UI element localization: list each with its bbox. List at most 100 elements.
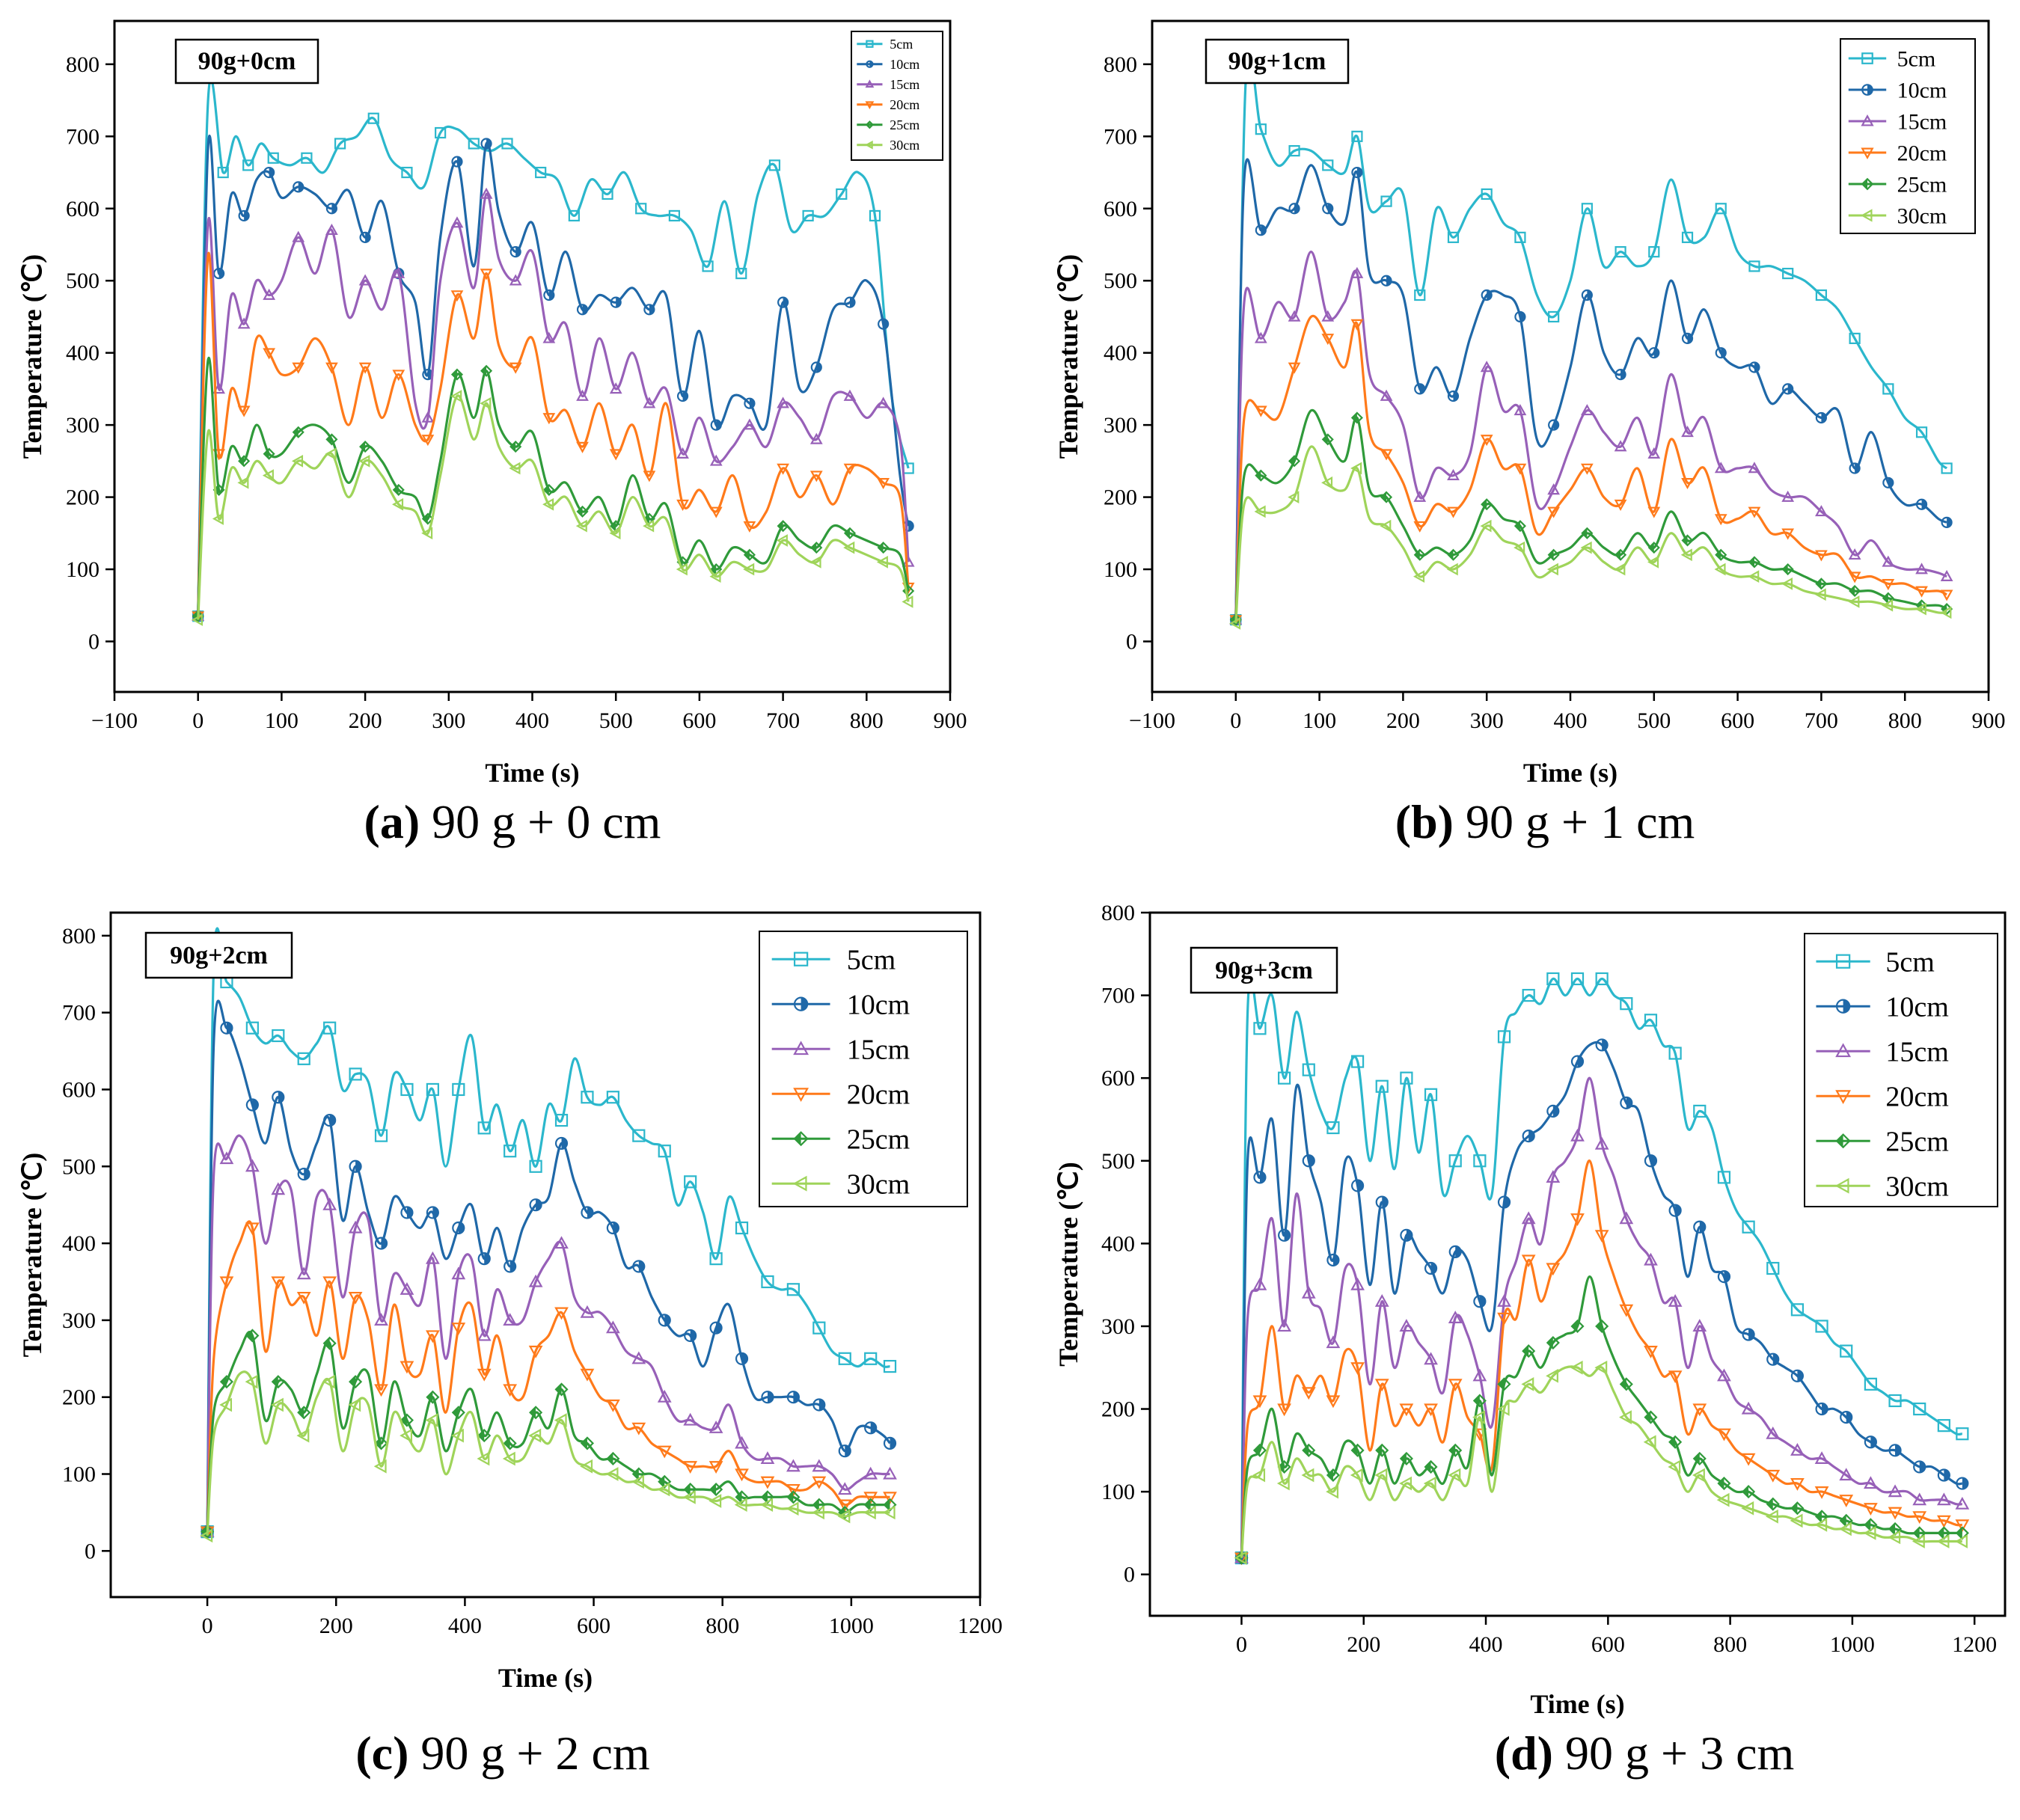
- data-point-10cm-fill: [1453, 391, 1458, 402]
- x-tick-label: 400: [448, 1614, 482, 1638]
- data-point-10cm-fill: [1261, 225, 1266, 236]
- data-point-20cm: [1717, 1428, 1731, 1441]
- data-point-20cm: [1714, 514, 1727, 526]
- data-point-10cm-fill: [682, 391, 688, 402]
- data-point-15cm: [1448, 1311, 1463, 1323]
- data-point-15cm: [503, 1313, 518, 1326]
- data-point-20cm: [576, 441, 589, 453]
- data-point-5cm: [836, 188, 848, 200]
- legend-marker-10cm-fill: [801, 997, 808, 1011]
- legend-marker-15cm: [1835, 1043, 1852, 1058]
- legend-label-10cm: 10cm: [1885, 992, 1948, 1023]
- legend-marker-30cm: [865, 140, 873, 150]
- data-point-20cm: [877, 477, 890, 490]
- data-point-30cm: [837, 1509, 851, 1524]
- data-point-15cm: [322, 1197, 337, 1210]
- data-point-25cm-fill: [1255, 471, 1261, 481]
- data-point-30cm: [1955, 1534, 1968, 1548]
- data-point-5cm: [1570, 972, 1585, 986]
- x-tick-label: 400: [515, 708, 549, 733]
- data-point-10cm-fill: [1455, 1245, 1461, 1257]
- data-point-20cm: [1288, 362, 1301, 374]
- legend-label-20cm: 20cm: [1885, 1082, 1948, 1113]
- y-tick-label: 200: [1101, 1397, 1135, 1422]
- data-point-25cm-fill: [1816, 1510, 1822, 1522]
- data-point-25cm-fill: [1376, 1444, 1383, 1456]
- data-point-20cm: [812, 1476, 827, 1489]
- data-point-15cm: [837, 1482, 852, 1495]
- chart-title: 90g+3cm: [1215, 957, 1313, 984]
- data-point-15cm: [735, 1436, 749, 1449]
- x-tick-label: 300: [1470, 708, 1504, 733]
- data-point-20cm: [271, 1276, 286, 1290]
- data-point-5cm: [349, 1067, 362, 1081]
- data-point-20cm: [777, 463, 789, 475]
- data-point-15cm: [580, 1305, 595, 1318]
- data-point-20cm: [883, 1492, 897, 1505]
- legend-label-10cm: 10cm: [1897, 79, 1947, 103]
- data-point-30cm: [1580, 541, 1592, 554]
- legend-label-10cm: 10cm: [890, 57, 919, 72]
- data-point-10cm-fill: [486, 138, 492, 149]
- data-point-25cm-fill: [1742, 1486, 1749, 1498]
- data-point-15cm: [760, 1451, 775, 1465]
- data-point-10cm-fill: [1602, 1039, 1608, 1051]
- data-point-20cm: [606, 1399, 620, 1412]
- data-point-5cm: [1473, 1154, 1487, 1168]
- data-point-5cm: [374, 1129, 388, 1142]
- data-point-15cm: [877, 396, 890, 408]
- data-point-10cm-fill: [1822, 1403, 1828, 1415]
- data-point-15cm: [1790, 1443, 1805, 1456]
- data-point-10cm-fill: [849, 297, 855, 307]
- series-line-25cm: [197, 356, 910, 616]
- legend-marker-25cm-fill: [866, 121, 870, 128]
- data-point-25cm-fill: [1938, 1527, 1944, 1539]
- data-point-30cm: [580, 1459, 593, 1474]
- y-tick-label: 0: [88, 629, 100, 654]
- series-line-10cm: [1240, 1041, 1963, 1558]
- data-point-10cm-fill: [365, 232, 370, 242]
- data-point-5cm: [1815, 289, 1827, 301]
- data-point-25cm-fill: [360, 441, 366, 452]
- data-point-30cm: [509, 462, 521, 475]
- data-point-10cm-fill: [1653, 348, 1659, 358]
- data-point-15cm: [1940, 569, 1953, 581]
- legend-marker-5cm: [1861, 52, 1873, 64]
- data-point-5cm: [1481, 188, 1493, 200]
- data-point-25cm-fill: [1352, 412, 1357, 423]
- data-point-20cm: [1448, 1379, 1463, 1392]
- data-point-30cm: [1748, 570, 1760, 583]
- data-point-30cm: [1350, 462, 1362, 475]
- data-point-25cm-fill: [324, 1338, 330, 1349]
- data-point-20cm: [392, 370, 405, 382]
- data-point-15cm: [1614, 440, 1627, 452]
- data-point-25cm-fill: [813, 1499, 819, 1511]
- data-point-10cm-fill: [1772, 1353, 1779, 1365]
- x-tick-label: 500: [1637, 708, 1671, 733]
- data-point-15cm: [1915, 563, 1928, 575]
- data-point-30cm: [882, 1505, 896, 1520]
- data-point-30cm: [373, 1459, 387, 1474]
- data-point-15cm: [683, 1412, 698, 1426]
- data-point-5cm: [217, 166, 229, 179]
- y-tick-label: 800: [66, 52, 100, 77]
- x-tick-label: −100: [1129, 708, 1175, 733]
- data-point-20cm: [1321, 334, 1335, 346]
- data-point-5cm: [735, 267, 747, 280]
- data-point-30cm: [450, 390, 462, 402]
- data-point-10cm-fill: [767, 1391, 774, 1403]
- data-point-25cm-fill: [865, 1499, 871, 1511]
- data-point-5cm: [323, 1021, 337, 1035]
- data-point-30cm: [296, 1428, 310, 1443]
- data-point-30cm: [1838, 1522, 1852, 1536]
- series-line-5cm: [206, 927, 890, 1532]
- data-point-25cm-fill: [298, 1406, 304, 1418]
- data-point-20cm: [245, 1222, 260, 1236]
- data-point-30cm: [1936, 1534, 1950, 1548]
- data-point-30cm: [676, 563, 688, 576]
- data-point-15cm: [1399, 1319, 1414, 1332]
- data-point-10cm-fill: [870, 1422, 877, 1434]
- data-point-20cm: [325, 362, 338, 374]
- y-tick-label: 0: [85, 1539, 96, 1563]
